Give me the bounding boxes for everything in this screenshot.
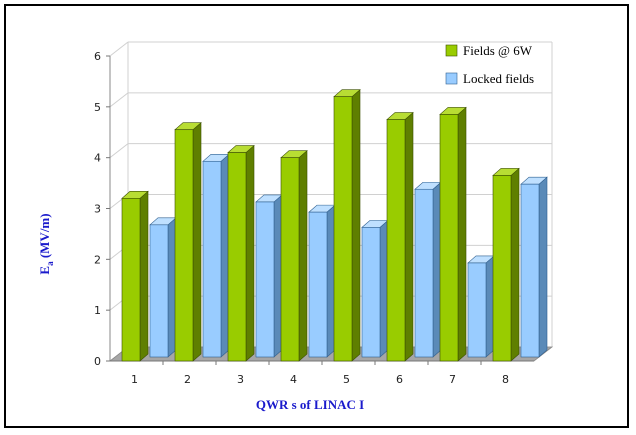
legend-swatch-series-1 (445, 44, 458, 57)
bar-series-2-cat-5 (361, 219, 389, 358)
chart-frame: 0 1 2 3 4 5 6 1 2 3 4 5 6 7 8 Fields @ 6W Locked field… (4, 4, 629, 428)
bars-layer (121, 89, 548, 362)
y-axis-title-sub: a (45, 261, 55, 266)
bar-front-face (492, 175, 512, 362)
bar-series-2-cat-6 (414, 181, 442, 358)
legend-label-series-1: Fields @ 6W (463, 43, 533, 58)
y-tick-label: 3 (94, 203, 101, 216)
bar-series-2-cat-4 (308, 204, 336, 358)
bar-side-face (245, 144, 255, 362)
bar-front-face (333, 96, 353, 362)
bar-front-face (121, 198, 141, 362)
y-tick-label: 2 (94, 253, 101, 266)
bar-front-face (520, 183, 540, 358)
bar-series-1-cat-5 (333, 89, 361, 362)
bar-series-1-cat-6 (386, 111, 414, 362)
bar-front-face (386, 119, 406, 362)
ticks-layer: 0 1 2 3 4 5 6 1 2 3 4 5 6 7 8 (94, 50, 509, 386)
bar-side-face (457, 106, 467, 362)
bar-front-face (227, 152, 247, 362)
bar-side-face (298, 150, 308, 362)
x-tick-label: 2 (184, 373, 191, 386)
bar-series-1-cat-3 (227, 144, 255, 362)
x-tick-label: 4 (290, 373, 297, 386)
y-tick-label: 5 (94, 101, 101, 114)
gridline-side-5 (109, 92, 129, 108)
x-tick-label: 7 (449, 373, 456, 386)
bar-series-1-cat-4 (280, 150, 308, 362)
bar-front-face (255, 201, 275, 358)
y-tick-label: 6 (94, 50, 101, 63)
bar-series-1-cat-2 (174, 122, 202, 362)
bar-side-face (404, 111, 414, 362)
bar-front-face (439, 114, 459, 362)
x-tick-label: 6 (396, 373, 403, 386)
bar-front-face (280, 157, 300, 362)
y-tick-label: 0 (94, 355, 101, 368)
legend-label-series-2: Locked fields (463, 71, 534, 86)
y-axis-title: Ea (MV/m) (37, 213, 55, 274)
bar-side-face (538, 176, 548, 358)
x-tick-label: 1 (131, 373, 138, 386)
bar-chart: 0 1 2 3 4 5 6 1 2 3 4 5 6 7 8 Fields @ 6W Locked field… (37, 41, 554, 412)
x-tick-label: 5 (343, 373, 350, 386)
bar-side-face (192, 122, 202, 362)
gridline-side-6 (109, 41, 129, 57)
y-tick-label: 1 (94, 304, 101, 317)
bar-side-face (510, 167, 520, 362)
svg-text:Ea (MV/m): Ea (MV/m) (37, 213, 55, 274)
bar-front-face (467, 262, 487, 358)
y-axis-title-main: E (37, 266, 52, 275)
x-tick-label: 8 (502, 373, 509, 386)
bar-front-face (308, 211, 328, 358)
y-axis-title-unit: (MV/m) (37, 213, 52, 261)
bar-front-face (149, 224, 169, 358)
bar-series-2-cat-8 (520, 176, 548, 358)
gridline-side-4 (109, 143, 129, 159)
bar-series-2-cat-2 (202, 153, 230, 358)
bar-side-face (139, 190, 149, 362)
bar-series-2-cat-1 (149, 217, 177, 358)
bar-series-1-cat-7 (439, 106, 467, 362)
bar-front-face (202, 160, 222, 358)
bar-front-face (414, 188, 434, 358)
bar-series-2-cat-3 (255, 194, 283, 358)
bar-series-2-cat-7 (467, 255, 495, 358)
bar-series-1-cat-1 (121, 190, 149, 362)
x-tick-label: 3 (237, 373, 244, 386)
bar-front-face (174, 129, 194, 362)
y-tick-label: 4 (94, 152, 101, 165)
legend: Fields @ 6W Locked fields (445, 43, 534, 86)
x-axis-title: QWR s of LINAC I (256, 397, 364, 412)
bar-side-face (351, 89, 361, 362)
bar-front-face (361, 227, 381, 358)
legend-swatch-series-2 (445, 72, 458, 85)
bar-series-1-cat-8 (492, 167, 520, 362)
